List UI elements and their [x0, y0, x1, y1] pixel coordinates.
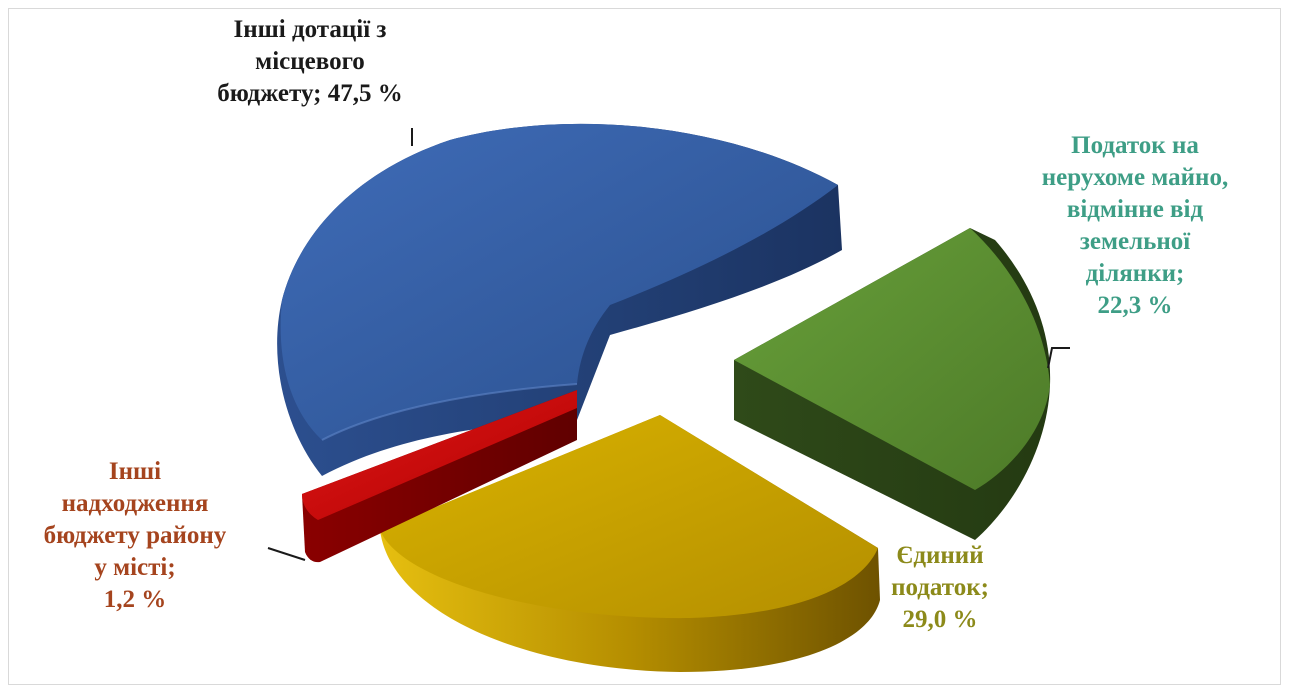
slice-label-line: земельної: [1079, 228, 1191, 255]
slice-label-other-revenues: Інші надходження бюджету району у місті; 1,2…: [20, 456, 250, 616]
pie-slice-other-revenues: [302, 390, 577, 563]
pie-slice-property-tax: [734, 228, 1051, 540]
slice-label-line: бюджету; 47,5 %: [217, 80, 403, 107]
slice-label-line: бюджету району: [43, 522, 227, 549]
slice-label-line: Єдиний: [896, 542, 984, 569]
slice-label-line: Інші дотації з: [233, 16, 387, 43]
slice-label-line: 29,0 %: [902, 606, 978, 633]
slice-label-line: 22,3 %: [1097, 292, 1173, 319]
pie-slice-other-subsidies: [277, 123, 842, 477]
slice-label-line: відмінне від: [1066, 196, 1204, 223]
slice-label-line: Інші: [108, 458, 162, 485]
slice-label-property-tax: Податок на нерухоме майно, відмінне від зем…: [1000, 130, 1270, 322]
slice-label-line: Податок на: [1071, 132, 1199, 159]
slice-label-single-tax: Єдиний податок; 29,0 %: [860, 540, 1020, 636]
slice-label-line: надходження: [61, 490, 209, 517]
slice-label-line: 1,2 %: [103, 586, 167, 613]
slice-label-line: у місті;: [94, 554, 176, 581]
slice-label-line: податок;: [891, 574, 989, 601]
slice-label-other-subsidies: Інші дотації з місцевого бюджету; 47,5 %: [160, 14, 460, 110]
slice-label-line: ділянки;: [1085, 260, 1185, 287]
slice-label-line: місцевого: [255, 48, 365, 75]
leader-line-property-tax: [1047, 347, 1070, 369]
leader-line-other-revenues: [267, 547, 306, 561]
slice-label-line: нерухоме майно,: [1041, 164, 1229, 191]
pie-slice-single-tax: [380, 415, 880, 672]
